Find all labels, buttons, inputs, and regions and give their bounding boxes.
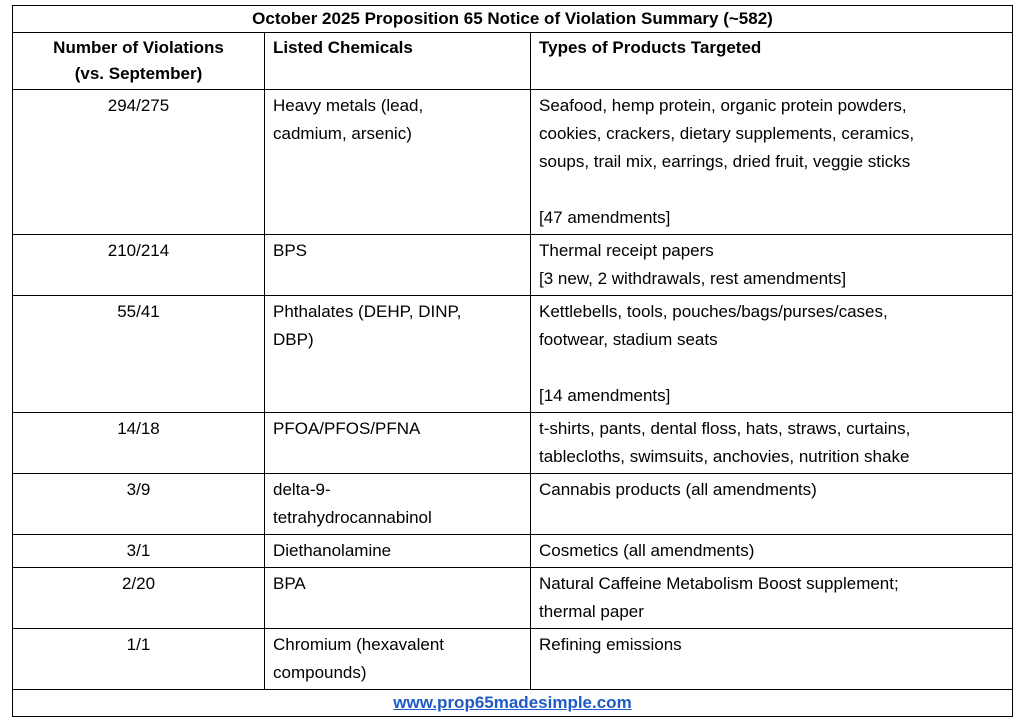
chemical-line: PFOA/PFOS/PFNA [273, 419, 421, 438]
amendment-note: [47 amendments] [539, 208, 671, 227]
chemical-line: Chromium (hexavalent [273, 635, 445, 654]
chemicals-cell: Heavy metals (lead, cadmium, arsenic) [264, 89, 531, 235]
violation-count: 210/214 [12, 234, 265, 296]
data-row: 55/41 Phthalates (DEHP, DINP, DBP) Kettlebe… [12, 295, 1013, 413]
chemical-line: DBP) [273, 330, 314, 349]
data-row: 1/1 Chromium (hexavalent compounds) Refinin… [12, 628, 1013, 690]
data-row: 3/9 delta-9- tetrahydrocannabinol Cannabis … [12, 473, 1013, 535]
products-cell: Thermal receipt papers [3 new, 2 withdraw… [530, 234, 1013, 296]
product-line: Natural Caffeine Metabolism Boost supple… [539, 574, 899, 593]
product-line: Kettlebells, tools, pouches/bags/purses/… [539, 302, 888, 321]
chemical-line: delta-9- [273, 480, 331, 499]
chemicals-cell: Diethanolamine [264, 534, 531, 568]
products-cell: Natural Caffeine Metabolism Boost supple… [530, 567, 1013, 629]
header-row: Number of Violations (vs. September) Liste… [12, 32, 1013, 90]
chemical-line: tetrahydrocannabinol [273, 508, 432, 527]
footer-row: www.prop65madesimple.com [12, 689, 1013, 717]
page: {"table": { "title": "October 2025 Propo… [12, 5, 1013, 717]
chemical-line: BPA [273, 574, 306, 593]
product-line: Seafood, hemp protein, organic protein p… [539, 96, 907, 115]
product-line: cookies, crackers, dietary supplements, … [539, 124, 915, 143]
data-row: 294/275 Heavy metals (lead, cadmium, arsen… [12, 89, 1013, 235]
header-cell: Listed Chemicals [264, 32, 531, 90]
products-cell: t-shirts, pants, dental floss, hats, str… [530, 412, 1013, 474]
table-title: October 2025 Proposition 65 Notice of Vi… [12, 5, 1013, 33]
product-line: [3 new, 2 withdrawals, rest amendments] [539, 269, 847, 288]
header-cell: Number of Violations (vs. September) [12, 32, 265, 90]
footer-cell: www.prop65madesimple.com [12, 689, 1013, 717]
violation-count: 1/1 [12, 628, 265, 690]
chemical-line: Diethanolamine [273, 541, 392, 560]
chemicals-cell: BPS [264, 234, 531, 296]
product-line: Cannabis products (all amendments) [539, 480, 817, 499]
chemical-line: BPS [273, 241, 308, 260]
product-line: tablecloths, swimsuits, anchovies, nutri… [539, 447, 910, 466]
product-line: soups, trail mix, earrings, dried fruit,… [539, 152, 911, 171]
product-line: Refining emissions [539, 635, 682, 654]
chemicals-cell: Phthalates (DEHP, DINP, DBP) [264, 295, 531, 413]
product-line: t-shirts, pants, dental floss, hats, str… [539, 419, 911, 438]
chemical-line: compounds) [273, 663, 367, 682]
violation-count: 3/9 [12, 473, 265, 535]
chemical-line: cadmium, arsenic) [273, 124, 412, 143]
products-cell: Seafood, hemp protein, organic protein p… [530, 89, 1013, 235]
chemicals-cell: BPA [264, 567, 531, 629]
product-line: Cosmetics (all amendments) [539, 541, 755, 560]
data-row: 2/20 BPA Natural Caffeine Metabolism Boost… [12, 567, 1013, 629]
product-line: Thermal receipt papers [539, 241, 714, 260]
violation-count: 294/275 [12, 89, 265, 235]
product-line: thermal paper [539, 602, 644, 621]
product-line: footwear, stadium seats [539, 330, 718, 349]
data-row: 3/1 Diethanolamine Cosmetics (all amendmen… [12, 534, 1013, 568]
violation-count: 14/18 [12, 412, 265, 474]
chemicals-cell: Chromium (hexavalent compounds) [264, 628, 531, 690]
chemicals-cell: PFOA/PFOS/PFNA [264, 412, 531, 474]
chemical-line: Phthalates (DEHP, DINP, [273, 302, 462, 321]
products-cell: Cannabis products (all amendments) [530, 473, 1013, 535]
document: October 2025 Proposition 65 Notice of Vi… [12, 5, 1013, 717]
data-row: 14/18 PFOA/PFOS/PFNA t-shirts, pants, dent… [12, 412, 1013, 474]
header-line: Types of Products Targeted [539, 38, 762, 57]
header-line: (vs. September) [74, 64, 203, 83]
violation-count: 2/20 [12, 567, 265, 629]
products-cell: Kettlebells, tools, pouches/bags/purses/… [530, 295, 1013, 413]
website-link[interactable]: www.prop65madesimple.com [393, 693, 632, 712]
header-line: Listed Chemicals [273, 38, 413, 57]
header-cell: Types of Products Targeted [530, 32, 1013, 90]
summary-table: October 2025 Proposition 65 Notice of Vi… [12, 5, 1013, 717]
amendment-note: [14 amendments] [539, 386, 671, 405]
products-cell: Refining emissions [530, 628, 1013, 690]
title-row: October 2025 Proposition 65 Notice of Vi… [12, 5, 1013, 33]
data-row: 210/214 BPS Thermal receipt papers [3 new, … [12, 234, 1013, 296]
chemicals-cell: delta-9- tetrahydrocannabinol [264, 473, 531, 535]
products-cell: Cosmetics (all amendments) [530, 534, 1013, 568]
violation-count: 55/41 [12, 295, 265, 413]
chemical-line: Heavy metals (lead, [273, 96, 424, 115]
header-line: Number of Violations [53, 38, 224, 57]
violation-count: 3/1 [12, 534, 265, 568]
